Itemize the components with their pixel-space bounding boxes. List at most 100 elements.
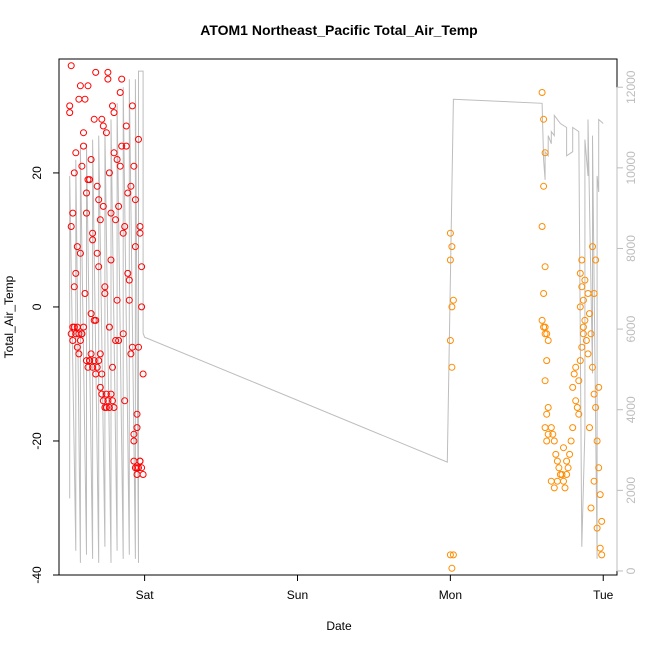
data-point-series-2 xyxy=(541,377,549,385)
data-point-series-1 xyxy=(83,209,90,217)
data-point-series-2 xyxy=(564,464,572,472)
data-point-series-1 xyxy=(133,410,141,418)
y-tick-label: -40 xyxy=(30,566,44,584)
data-point-series-2 xyxy=(543,357,551,365)
data-point-series-2 xyxy=(576,357,584,365)
data-point-series-2 xyxy=(541,263,549,271)
data-point-series-2 xyxy=(569,424,577,432)
data-point-series-2 xyxy=(446,229,454,237)
data-point-series-2 xyxy=(549,430,557,438)
y2-tick-label: 8000 xyxy=(624,235,638,262)
data-point-series-1 xyxy=(119,229,127,237)
data-point-series-1 xyxy=(127,182,135,190)
data-point-series-2 xyxy=(576,269,584,277)
y2-tick-label: 10000 xyxy=(624,151,638,185)
data-point-series-2 xyxy=(550,437,558,445)
data-point-series-1 xyxy=(125,296,133,304)
data-point-series-1 xyxy=(70,283,78,291)
data-point-series-1 xyxy=(83,357,90,365)
data-point-series-1 xyxy=(130,162,138,170)
data-point-series-1 xyxy=(66,102,74,110)
data-point-series-2 xyxy=(579,323,587,331)
data-point-series-1 xyxy=(135,135,142,143)
data-point-series-1 xyxy=(96,383,104,391)
data-point-series-2 xyxy=(560,477,567,485)
data-point-series-2 xyxy=(550,484,558,492)
data-point-series-1 xyxy=(109,397,116,405)
data-point-series-2 xyxy=(446,256,454,264)
data-point-series-1 xyxy=(81,290,89,297)
data-point-series-2 xyxy=(589,243,596,251)
data-point-series-1 xyxy=(133,424,141,432)
data-point-series-1 xyxy=(118,142,126,150)
data-point-series-2 xyxy=(544,404,552,411)
data-point-series-2 xyxy=(592,404,600,411)
data-point-series-2 xyxy=(598,551,606,559)
data-point-series-1 xyxy=(89,229,97,237)
data-point-series-2 xyxy=(575,410,583,418)
data-point-series-1 xyxy=(139,370,147,378)
data-point-series-1 xyxy=(136,223,144,230)
data-point-series-1 xyxy=(96,350,104,358)
data-point-series-1 xyxy=(96,216,104,224)
data-point-series-1 xyxy=(122,122,130,130)
data-point-series-1 xyxy=(107,209,115,217)
data-point-series-1 xyxy=(112,216,120,224)
data-point-series-1 xyxy=(95,357,103,365)
data-point-series-2 xyxy=(448,564,456,572)
data-point-series-1 xyxy=(136,229,144,237)
data-point-series-1 xyxy=(122,142,130,150)
data-point-series-2 xyxy=(558,471,566,478)
data-point-series-2 xyxy=(541,149,549,157)
data-point-series-1 xyxy=(105,404,113,411)
data-point-series-1 xyxy=(136,457,144,465)
data-point-series-1 xyxy=(138,464,146,472)
data-point-series-2 xyxy=(587,330,595,338)
x-tick-label: Tue xyxy=(593,588,614,602)
data-point-series-1 xyxy=(95,263,103,271)
data-point-series-1 xyxy=(67,330,75,338)
data-point-series-1 xyxy=(73,243,81,251)
data-point-series-2 xyxy=(579,296,587,304)
data-point-series-2 xyxy=(552,450,560,458)
data-point-series-1 xyxy=(116,89,124,96)
data-point-series-1 xyxy=(95,196,103,204)
data-point-series-2 xyxy=(578,343,586,351)
data-point-series-1 xyxy=(76,337,84,344)
data-point-series-1 xyxy=(110,109,118,117)
data-point-series-1 xyxy=(113,156,121,163)
data-point-series-1 xyxy=(76,82,84,90)
data-point-series-1 xyxy=(98,115,106,123)
data-point-series-2 xyxy=(544,337,552,344)
data-point-series-2 xyxy=(543,330,551,338)
data-point-series-1 xyxy=(93,182,101,190)
data-point-series-2 xyxy=(540,290,548,297)
x-tick-label: Sat xyxy=(136,588,155,602)
data-point-series-1 xyxy=(124,269,132,277)
data-point-series-1 xyxy=(127,350,135,358)
data-point-series-1 xyxy=(84,176,92,184)
data-point-series-1 xyxy=(128,102,136,110)
data-point-series-1 xyxy=(102,129,110,137)
data-point-series-1 xyxy=(119,330,127,338)
data-point-series-2 xyxy=(553,457,561,465)
data-point-series-2 xyxy=(587,504,595,512)
data-point-series-1 xyxy=(110,404,118,411)
data-point-series-2 xyxy=(576,303,584,311)
data-point-series-1 xyxy=(130,437,138,445)
data-point-series-1 xyxy=(105,323,113,331)
data-point-series-1 xyxy=(105,169,113,177)
data-point-series-1 xyxy=(75,350,83,358)
data-point-series-2 xyxy=(544,430,552,438)
data-point-series-1 xyxy=(131,196,139,204)
data-point-series-2 xyxy=(596,491,604,499)
data-point-series-1 xyxy=(99,122,107,130)
data-point-series-1 xyxy=(72,149,80,157)
data-point-series-2 xyxy=(589,363,596,371)
data-point-series-1 xyxy=(92,370,100,378)
data-point-series-1 xyxy=(133,464,141,472)
data-point-series-2 xyxy=(570,370,578,378)
data-point-series-2 xyxy=(586,424,593,432)
data-point-series-2 xyxy=(446,551,454,559)
